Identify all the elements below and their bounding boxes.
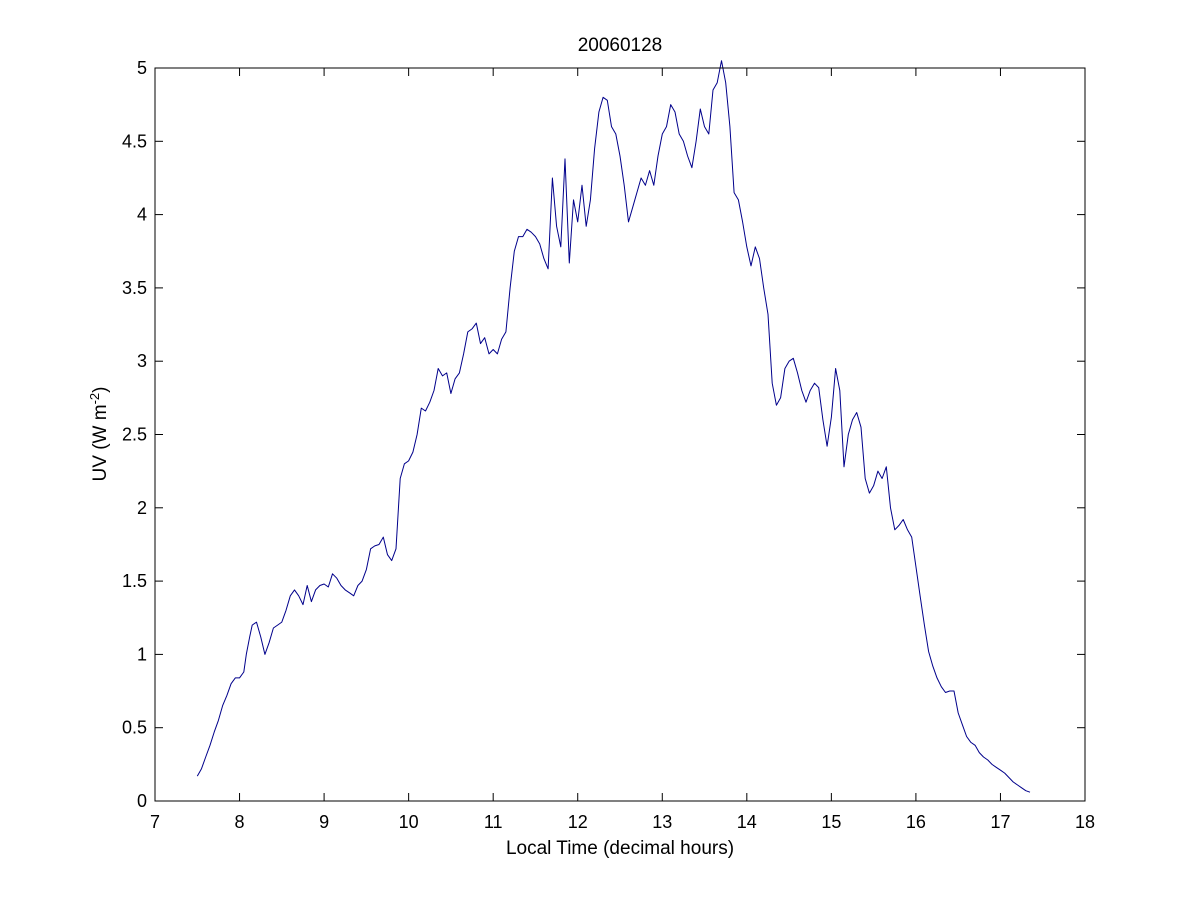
x-tick-label: 9 [319,812,329,832]
y-axis-label-main: UV (W m [90,404,111,481]
y-tick-label: 2 [137,498,147,518]
x-tick-label: 14 [737,812,757,832]
x-tick-label: 7 [150,812,160,832]
chart-title: 20060128 [578,35,663,56]
y-tick-label: 4 [137,205,147,225]
x-tick-label: 8 [235,812,245,832]
x-tick-label: 15 [821,812,841,832]
y-axis-label: UV (W m-2) [87,387,112,482]
y-axis-label-close: ) [90,387,111,393]
uv-series-line [196,60,1031,793]
y-tick-label: 2.5 [122,425,147,445]
x-tick-label: 16 [906,812,926,832]
y-tick-label: 3.5 [122,278,147,298]
y-tick-label: 4.5 [122,131,147,151]
x-tick-label: 17 [990,812,1010,832]
x-axis-label: Local Time (decimal hours) [506,838,734,859]
x-axis-ticks: 7 8 9 10 11 12 13 14 15 16 17 18 [150,68,1095,832]
x-tick-label: 12 [568,812,588,832]
y-tick-label: 1.5 [122,571,147,591]
axes-box [154,67,1086,802]
y-tick-label: 0 [137,791,147,811]
y-axis-label-superscript: -2 [87,393,102,405]
y-tick-label: 1 [137,644,147,664]
x-tick-label: 13 [652,812,672,832]
plot-area [155,68,1085,801]
y-tick-label: 5 [137,58,147,78]
x-tick-label: 10 [399,812,419,832]
y-tick-label: 0.5 [122,718,147,738]
x-tick-label: 11 [484,812,503,832]
y-tick-label: 3 [137,351,147,371]
x-tick-label: 18 [1075,812,1095,832]
